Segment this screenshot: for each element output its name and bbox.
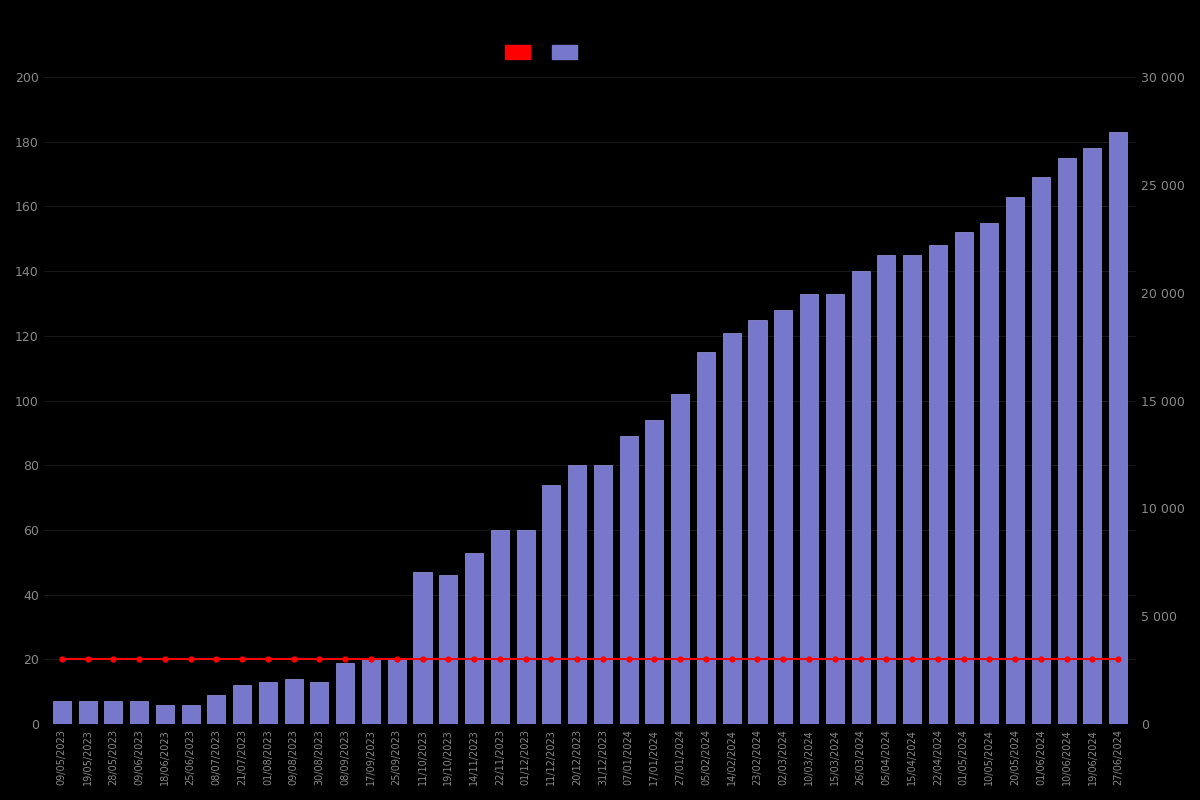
Legend: , : , <box>505 45 588 60</box>
Bar <box>646 420 664 724</box>
Bar <box>259 682 277 724</box>
Bar <box>1057 158 1075 724</box>
Bar <box>619 436 637 724</box>
Bar <box>181 705 199 724</box>
Bar <box>877 255 895 724</box>
Bar <box>980 222 998 724</box>
Bar <box>671 394 689 724</box>
Bar <box>130 702 148 724</box>
Bar <box>1109 132 1127 724</box>
Bar <box>466 553 484 724</box>
Bar <box>388 659 406 724</box>
Bar <box>852 271 870 724</box>
Bar <box>749 320 767 724</box>
Bar <box>208 695 226 724</box>
Bar <box>78 702 96 724</box>
Bar <box>594 466 612 724</box>
Bar <box>904 255 922 724</box>
Bar <box>414 572 432 724</box>
Bar <box>697 352 715 724</box>
Bar <box>53 702 71 724</box>
Bar <box>491 530 509 724</box>
Bar <box>955 232 973 724</box>
Bar <box>284 679 302 724</box>
Bar <box>722 333 740 724</box>
Bar <box>1032 178 1050 724</box>
Bar <box>439 575 457 724</box>
Bar <box>233 686 251 724</box>
Bar <box>542 485 560 724</box>
Bar <box>826 294 844 724</box>
Bar <box>800 294 818 724</box>
Bar <box>362 659 380 724</box>
Bar <box>336 662 354 724</box>
Bar <box>774 310 792 724</box>
Bar <box>568 466 586 724</box>
Bar <box>1006 197 1024 724</box>
Bar <box>104 702 122 724</box>
Bar <box>929 246 947 724</box>
Bar <box>311 682 329 724</box>
Bar <box>1084 148 1102 724</box>
Bar <box>156 705 174 724</box>
Bar <box>516 530 535 724</box>
